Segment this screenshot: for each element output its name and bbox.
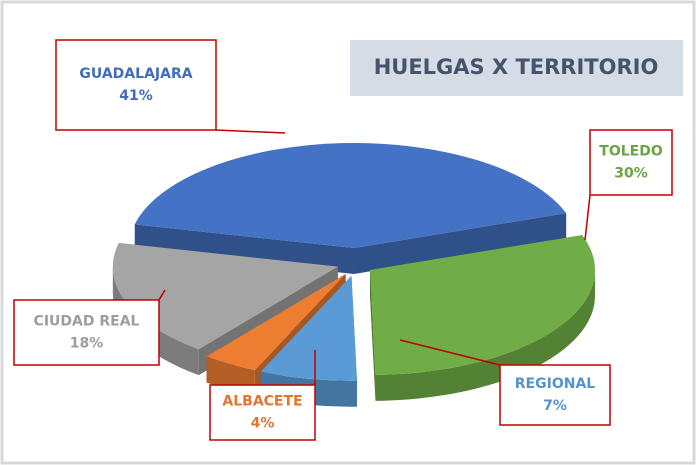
chart-title: HUELGAS X TERRITORIO [374,55,659,79]
title-box [350,40,683,96]
slice-label: GUADALAJARA [79,66,192,82]
slice-top [260,275,357,381]
label-box [589,129,673,196]
slice-label: REGIONAL [515,376,595,392]
leader-line [158,289,166,301]
pie-slice [134,143,567,275]
slice-label: CIUDAD REAL [34,314,140,330]
leader-line [584,194,591,241]
slice-value-label: 30% [614,166,648,182]
slice-side [375,269,595,401]
slice-side [112,266,199,376]
pie-slice [369,235,595,401]
slice-label: ALBACETE [222,394,302,410]
slice-value-label: 4% [251,416,275,432]
label-box [209,384,316,441]
slice-label: TOLEDO [599,144,663,160]
leader-line [399,339,501,366]
slice-top [112,243,338,350]
slice-value-label: 41% [119,88,153,104]
slice-value-label: 18% [70,336,104,352]
label-box [55,39,217,131]
slice-face [369,269,376,401]
slice-face [134,224,354,275]
slice-top [134,143,567,249]
label-box [499,364,611,426]
label-box [13,299,160,366]
slice-top [369,235,595,375]
slice-face [353,213,567,275]
leader-line [215,129,286,134]
slice-value-label: 7% [543,398,567,414]
slice-top [206,274,346,371]
